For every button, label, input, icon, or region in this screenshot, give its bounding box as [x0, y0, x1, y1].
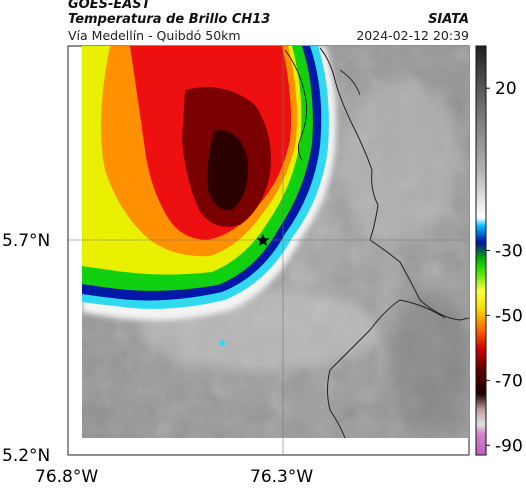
lon-tick-label: 76.3°W [250, 467, 313, 487]
colorbar-tick-label: -50 [495, 306, 523, 326]
colorbar-tick-label: -70 [495, 371, 523, 391]
agency-label: SIATA [428, 12, 469, 27]
lat-tick-label: 5.2°N [2, 446, 50, 466]
lon-tick-label: 76.8°W [35, 467, 98, 487]
colorbar [475, 45, 487, 456]
colorbar-tick-label: -90 [495, 436, 523, 456]
route-subtitle: Vía Medellín - Quibdó 50km [68, 28, 241, 43]
colorbar-tick-label: -30 [495, 242, 523, 262]
satellite-name: GOES-EAST [68, 0, 151, 12]
star-marker [256, 234, 270, 246]
timestamp: 2024-02-12 20:39 [356, 28, 469, 43]
colorbar-tick-label: 20 [495, 79, 517, 99]
lat-tick-label: 5.7°N [2, 231, 50, 251]
product-title: Temperatura de Brillo CH13 [68, 12, 271, 27]
satellite-image [82, 46, 469, 438]
colorbar-ticks: 20 -30 -50 -70 -90 [486, 79, 523, 456]
